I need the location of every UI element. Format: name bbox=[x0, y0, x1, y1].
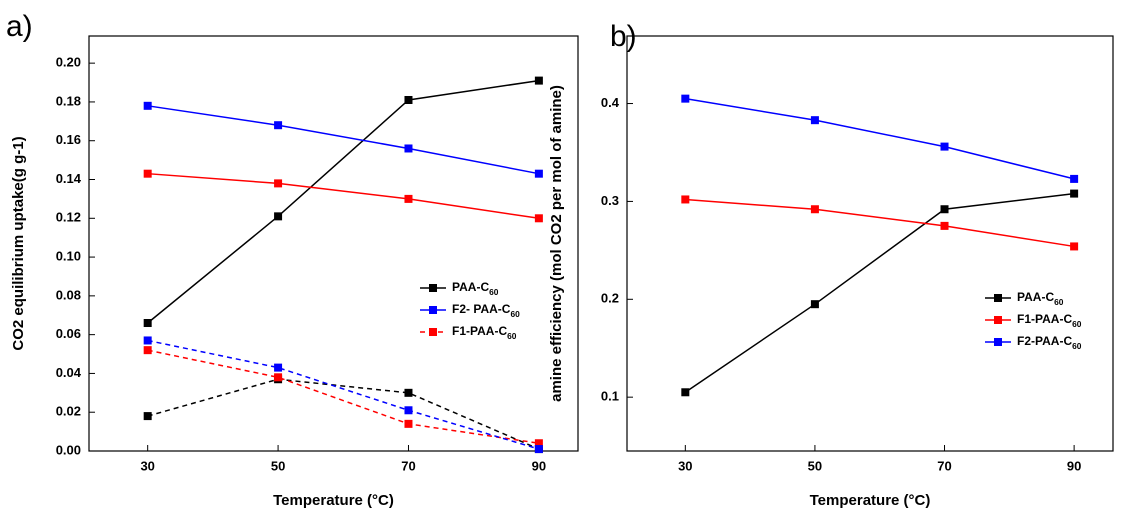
plot-frame bbox=[626, 35, 1114, 452]
series-line bbox=[685, 198, 1075, 248]
panel-label: a) bbox=[6, 10, 33, 43]
marker bbox=[404, 95, 413, 104]
legend-marker bbox=[994, 338, 1002, 346]
marker bbox=[143, 319, 152, 328]
series-line bbox=[684, 192, 1075, 393]
y-tick-label: 0.16 bbox=[56, 132, 81, 147]
marker bbox=[143, 101, 152, 110]
marker bbox=[681, 388, 690, 397]
y-tick-label: 0.4 bbox=[601, 95, 620, 110]
y-tick-label: 0.08 bbox=[56, 287, 81, 302]
legend-label: PAA-C60 bbox=[452, 280, 499, 297]
marker bbox=[404, 194, 413, 203]
legend-label: F2-PAA-C60 bbox=[1017, 334, 1082, 351]
marker bbox=[940, 142, 949, 151]
y-axis-label: CO2 equilibrium uptake(g g-1) bbox=[10, 136, 27, 350]
marker bbox=[143, 346, 152, 355]
legend-label: F1-PAA-C60 bbox=[1017, 312, 1082, 329]
legend-marker bbox=[429, 306, 437, 314]
marker bbox=[940, 205, 949, 214]
legend-marker bbox=[994, 294, 1002, 302]
y-tick-label: 0.2 bbox=[601, 291, 619, 306]
x-tick-label: 70 bbox=[401, 458, 415, 473]
y-tick-label: 0.06 bbox=[56, 326, 81, 341]
series-line bbox=[147, 105, 540, 175]
marker bbox=[274, 212, 283, 221]
marker bbox=[274, 179, 283, 188]
series-line bbox=[147, 349, 539, 444]
y-tick-label: 0.1 bbox=[601, 389, 619, 404]
x-tick-label: 50 bbox=[808, 458, 822, 473]
series-line bbox=[147, 378, 540, 450]
y-tick-label: 0.02 bbox=[56, 404, 81, 419]
marker bbox=[404, 419, 413, 428]
marker bbox=[1070, 242, 1079, 251]
legend-label: F1-PAA-C60 bbox=[452, 324, 517, 341]
x-tick-label: 50 bbox=[271, 458, 285, 473]
marker bbox=[274, 363, 283, 372]
y-tick-label: 0.18 bbox=[56, 93, 81, 108]
legend-marker bbox=[429, 328, 437, 336]
marker bbox=[1070, 189, 1079, 198]
plot-frame bbox=[88, 35, 579, 452]
marker bbox=[534, 76, 543, 85]
legend-label: F2- PAA-C60 bbox=[452, 302, 520, 319]
marker bbox=[404, 406, 413, 415]
marker bbox=[534, 439, 543, 448]
marker bbox=[143, 169, 152, 178]
y-tick-label: 0.12 bbox=[56, 210, 81, 225]
x-axis-label: Temperature (°C) bbox=[273, 492, 394, 509]
marker bbox=[810, 300, 819, 309]
legend-marker bbox=[429, 284, 437, 292]
marker bbox=[534, 214, 543, 223]
y-tick-label: 0.10 bbox=[56, 249, 81, 264]
marker bbox=[143, 412, 152, 421]
y-axis-label: amine efficiency (mol CO2 per mol of ami… bbox=[548, 85, 565, 402]
marker bbox=[534, 445, 543, 454]
marker bbox=[274, 121, 283, 130]
x-tick-label: 90 bbox=[532, 458, 546, 473]
marker bbox=[810, 205, 819, 214]
marker bbox=[143, 336, 152, 345]
y-tick-label: 0.14 bbox=[56, 171, 82, 186]
marker bbox=[681, 195, 690, 204]
marker bbox=[1070, 174, 1079, 183]
marker bbox=[681, 94, 690, 103]
y-tick-label: 0.00 bbox=[56, 442, 81, 457]
x-tick-label: 90 bbox=[1067, 458, 1081, 473]
y-tick-label: 0.20 bbox=[56, 55, 81, 70]
marker bbox=[404, 388, 413, 397]
marker bbox=[810, 116, 819, 125]
x-tick-label: 30 bbox=[678, 458, 692, 473]
marker bbox=[404, 144, 413, 153]
series-line bbox=[147, 172, 539, 220]
legend-label: PAA-C60 bbox=[1017, 290, 1064, 307]
y-tick-label: 0.3 bbox=[601, 193, 619, 208]
x-tick-label: 70 bbox=[937, 458, 951, 473]
marker bbox=[274, 373, 283, 382]
marker bbox=[534, 169, 543, 178]
series-line bbox=[147, 79, 539, 324]
series-line bbox=[685, 97, 1075, 180]
series-line bbox=[147, 339, 540, 450]
marker bbox=[940, 221, 949, 230]
x-axis-label: Temperature (°C) bbox=[810, 492, 931, 509]
legend-marker bbox=[994, 316, 1002, 324]
x-tick-label: 30 bbox=[140, 458, 154, 473]
y-tick-label: 0.04 bbox=[56, 365, 82, 380]
